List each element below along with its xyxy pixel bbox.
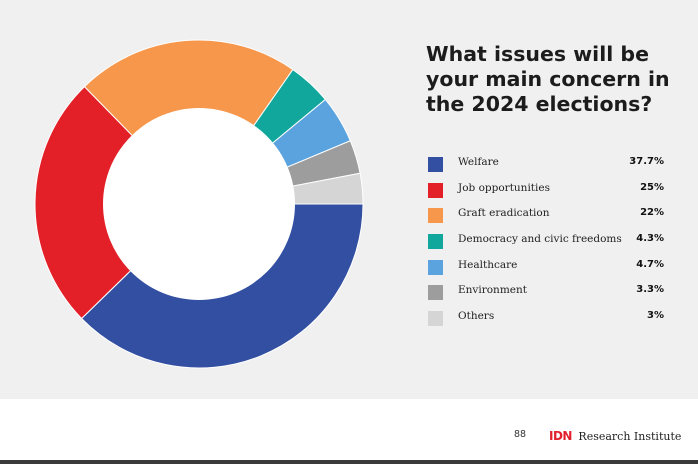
legend-swatch: [428, 285, 443, 301]
legend-value: 37.7%: [629, 156, 664, 167]
legend-value: 3%: [647, 310, 664, 322]
legend-item: Graft eradication 22%: [428, 205, 664, 231]
legend-item: Job opportunities 25%: [428, 180, 664, 206]
legend-label: Healthcare: [458, 258, 518, 271]
legend-value: 25%: [640, 181, 664, 193]
publisher-mark: IDN: [549, 429, 572, 443]
legend-swatch: [428, 234, 443, 250]
legend-label: Welfare: [458, 156, 499, 168]
donut-hole: [103, 108, 295, 300]
legend-item: Others 3%: [428, 308, 664, 334]
donut-chart: [34, 39, 364, 369]
legend-label: Graft eradication: [458, 207, 550, 220]
legend-label: Job opportunities: [458, 181, 550, 194]
legend-swatch: [428, 157, 443, 172]
legend-value: 4.7%: [636, 258, 664, 270]
legend-value: 22%: [640, 207, 664, 219]
legend-swatch: [428, 182, 443, 198]
legend-item: Healthcare 4.7%: [428, 257, 664, 283]
chart-title: What issues will be your main concern in…: [426, 42, 670, 116]
legend-swatch: [428, 259, 443, 275]
legend-swatch: [428, 208, 443, 224]
legend-swatch: [428, 311, 443, 327]
page-number: 88: [514, 429, 527, 440]
legend-value: 4.3%: [636, 233, 664, 245]
legend-label: Democracy and civic freedoms: [458, 233, 622, 246]
legend-item: Welfare 37.7%: [428, 154, 664, 180]
legend: Welfare 37.7% Job opportunities 25% Graft er…: [428, 154, 664, 334]
legend-item: Environment 3.3%: [428, 282, 664, 308]
publisher-logo: IDN Research Institute: [549, 427, 681, 445]
bottom-rule: [0, 460, 698, 464]
publisher-name: Research Institute: [578, 430, 682, 443]
legend-label: Environment: [458, 284, 527, 297]
legend-value: 3.3%: [636, 284, 664, 296]
legend-item: Democracy and civic freedoms 4.3%: [428, 231, 664, 257]
legend-label: Others: [458, 310, 495, 323]
